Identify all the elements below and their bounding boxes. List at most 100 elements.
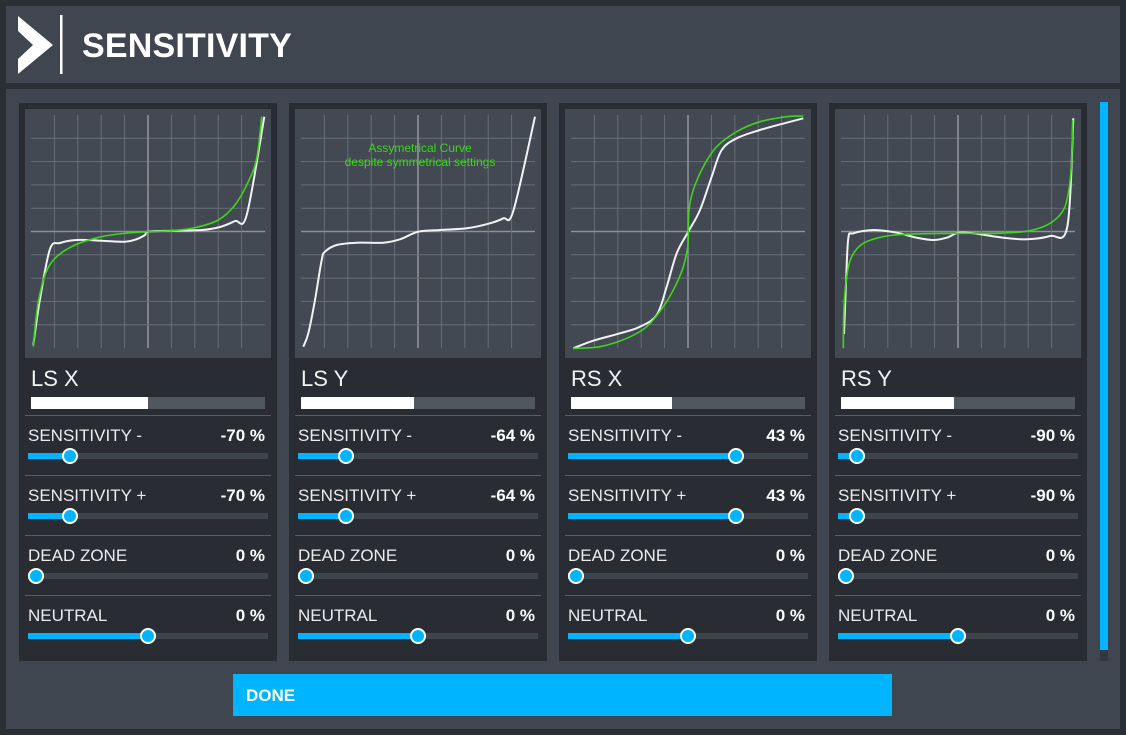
setting-row-sensitivity-plus: SENSITIVITY + -90 %: [835, 475, 1081, 536]
setting-row-sensitivity-minus: SENSITIVITY - -64 %: [295, 415, 541, 476]
done-button[interactable]: DONE: [233, 674, 892, 716]
slider-track[interactable]: [568, 573, 808, 579]
slider-thumb[interactable]: [338, 508, 355, 524]
setting-label: SENSITIVITY +: [298, 486, 417, 505]
sensitivity-minus-slider[interactable]: [838, 448, 1078, 464]
setting-value: -90 %: [1030, 486, 1075, 505]
slider-thumb[interactable]: [838, 568, 854, 584]
slider-track[interactable]: [28, 453, 268, 459]
setting-row-neutral: NEUTRAL 0 %: [295, 595, 541, 656]
neutral-slider[interactable]: [838, 628, 1078, 644]
slider-thumb[interactable]: [568, 568, 584, 584]
sensitivity-plus-slider[interactable]: [568, 508, 808, 524]
axis-panel-rs-y: RS Y SENSITIVITY - -90 % SENSITIVITY + -…: [829, 103, 1087, 661]
setting-value: -70 %: [220, 426, 265, 445]
slider-fill: [838, 453, 858, 459]
setting-label: SENSITIVITY +: [28, 486, 147, 505]
setting-value: 0 %: [775, 606, 805, 625]
slider-thumb[interactable]: [338, 448, 355, 464]
axis-name: LS X: [31, 366, 79, 391]
axis-input-bar: [31, 397, 265, 409]
slider-track[interactable]: [28, 513, 268, 519]
slider-thumb[interactable]: [410, 628, 426, 644]
setting-value: 0 %: [235, 546, 265, 565]
setting-row-neutral: NEUTRAL 0 %: [565, 595, 811, 656]
slider-track[interactable]: [568, 453, 808, 459]
target-response-curve: [32, 116, 263, 347]
setting-row-dead-zone: DEAD ZONE 0 %: [835, 535, 1081, 596]
setting-row-dead-zone: DEAD ZONE 0 %: [565, 535, 811, 596]
dead-zone-slider[interactable]: [838, 568, 1078, 584]
axis-name: RS Y: [841, 366, 892, 391]
slider-thumb[interactable]: [728, 508, 745, 524]
slider-thumb[interactable]: [950, 628, 966, 644]
slider-thumb[interactable]: [28, 568, 44, 584]
axis-name: RS X: [571, 366, 623, 391]
axis-input-fill: [31, 397, 148, 409]
setting-row-sensitivity-plus: SENSITIVITY + 43 %: [565, 475, 811, 536]
slider-thumb[interactable]: [680, 628, 696, 644]
neutral-slider[interactable]: [568, 628, 808, 644]
sensitivity-plus-slider[interactable]: [838, 508, 1078, 524]
sensitivity-minus-slider[interactable]: [28, 448, 268, 464]
target-response-curve: [573, 115, 804, 350]
setting-row-sensitivity-plus: SENSITIVITY + -70 %: [25, 475, 271, 536]
setting-value: 43 %: [766, 426, 805, 445]
slider-thumb[interactable]: [728, 448, 745, 464]
neutral-slider[interactable]: [28, 628, 268, 644]
slider-track[interactable]: [838, 513, 1078, 519]
setting-value: -64 %: [490, 426, 535, 445]
actual-response-curve: [32, 116, 266, 346]
neutral-slider[interactable]: [298, 628, 538, 644]
slider-thumb[interactable]: [61, 508, 78, 524]
dead-zone-slider[interactable]: [28, 568, 268, 584]
axis-input-fill: [571, 397, 672, 409]
sensitivity-minus-slider[interactable]: [568, 448, 808, 464]
axis-input-fill: [841, 397, 955, 409]
sensitivity-plus-slider[interactable]: [28, 508, 268, 524]
slider-fill: [298, 513, 347, 519]
slider-track[interactable]: [298, 453, 538, 459]
slider-track[interactable]: [568, 513, 808, 519]
actual-response-curve: [302, 116, 536, 348]
setting-label: SENSITIVITY -: [28, 426, 142, 445]
slider-fill: [28, 633, 148, 639]
slider-track[interactable]: [838, 453, 1078, 459]
setting-value: 0 %: [1045, 606, 1075, 625]
slider-thumb[interactable]: [140, 628, 156, 644]
page-title: SENSITIVITY: [82, 27, 293, 65]
axis-input-bar: [841, 397, 1075, 409]
slider-thumb[interactable]: [61, 448, 78, 464]
setting-value: 0 %: [505, 546, 535, 565]
slider-thumb[interactable]: [849, 508, 866, 524]
setting-label: DEAD ZONE: [28, 546, 128, 565]
annotation-line-2: despite symmetrical settings: [344, 155, 496, 169]
slider-track[interactable]: [838, 573, 1078, 579]
slider-thumb[interactable]: [849, 448, 866, 464]
done-button-label: DONE: [246, 686, 296, 705]
slider-track[interactable]: [28, 573, 268, 579]
dead-zone-slider[interactable]: [568, 568, 808, 584]
slider-thumb[interactable]: [298, 568, 314, 584]
setting-label: NEUTRAL: [838, 606, 918, 625]
setting-row-dead-zone: DEAD ZONE 0 %: [295, 535, 541, 596]
sensitivity-minus-slider[interactable]: [298, 448, 538, 464]
setting-row-neutral: NEUTRAL 0 %: [25, 595, 271, 656]
setting-label: DEAD ZONE: [298, 546, 398, 565]
vertical-scrollbar[interactable]: [1100, 102, 1108, 661]
actual-response-curve: [843, 118, 1075, 335]
slider-track[interactable]: [298, 573, 538, 579]
axis-name: LS Y: [301, 366, 349, 391]
target-response-curve: [842, 119, 1074, 349]
curve-plot: [841, 115, 1075, 349]
slider-fill: [838, 633, 958, 639]
slider-fill: [568, 453, 737, 459]
scrollbar-thumb[interactable]: [1100, 102, 1108, 650]
sensitivity-plus-slider[interactable]: [298, 508, 538, 524]
dead-zone-slider[interactable]: [298, 568, 538, 584]
setting-row-sensitivity-plus: SENSITIVITY + -64 %: [295, 475, 541, 536]
setting-value: 0 %: [235, 606, 265, 625]
annotation-line-1: Assymetrical Curve: [368, 141, 472, 155]
slider-track[interactable]: [298, 513, 538, 519]
setting-label: SENSITIVITY -: [838, 426, 952, 445]
